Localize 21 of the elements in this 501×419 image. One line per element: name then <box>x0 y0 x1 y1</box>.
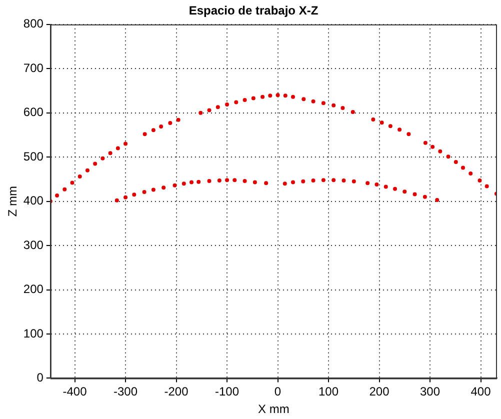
y-tick-label: 800 <box>23 16 44 31</box>
chart-title: Espacio de trabajo X-Z <box>188 4 318 18</box>
x-tick-label: 200 <box>369 384 390 399</box>
x-tick-label: -200 <box>164 384 189 399</box>
x-tick-label: -300 <box>114 384 138 399</box>
x-tick-label: -400 <box>62 384 88 399</box>
y-tick-label: 500 <box>23 149 44 164</box>
x-axis-title: X mm <box>258 402 290 416</box>
y-axis-title: Z mm <box>6 186 20 217</box>
y-tick-label: 300 <box>23 238 44 252</box>
x-tick-label: 400 <box>470 384 492 399</box>
x-tick-label: 100 <box>318 384 339 399</box>
y-tick-label: 400 <box>23 194 44 208</box>
y-tick-label: 200 <box>23 282 44 296</box>
y-tick-label: 600 <box>23 105 44 120</box>
y-tick-label: 700 <box>23 60 44 75</box>
x-tick-label: 0 <box>274 384 282 399</box>
y-tick-label: 0 <box>36 370 44 385</box>
y-tick-label: 100 <box>23 326 44 340</box>
x-tick-label: -100 <box>215 384 240 399</box>
x-tick-label: 300 <box>420 384 440 399</box>
